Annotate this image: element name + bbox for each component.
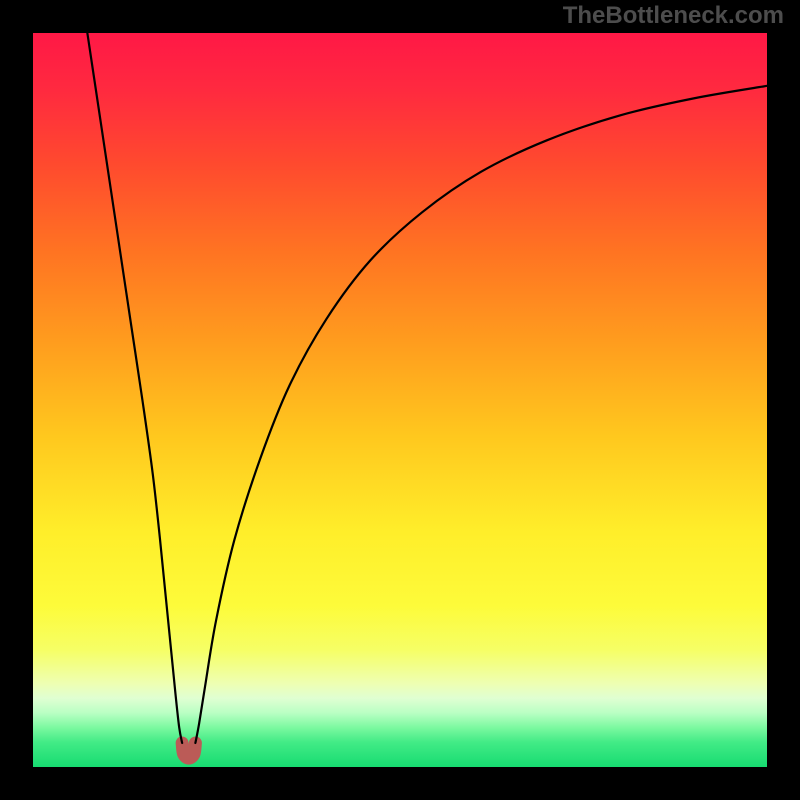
- trough-marker: [182, 743, 195, 758]
- chart-stage: TheBottleneck.com: [0, 0, 800, 800]
- bottleneck-chart-svg: [0, 0, 800, 800]
